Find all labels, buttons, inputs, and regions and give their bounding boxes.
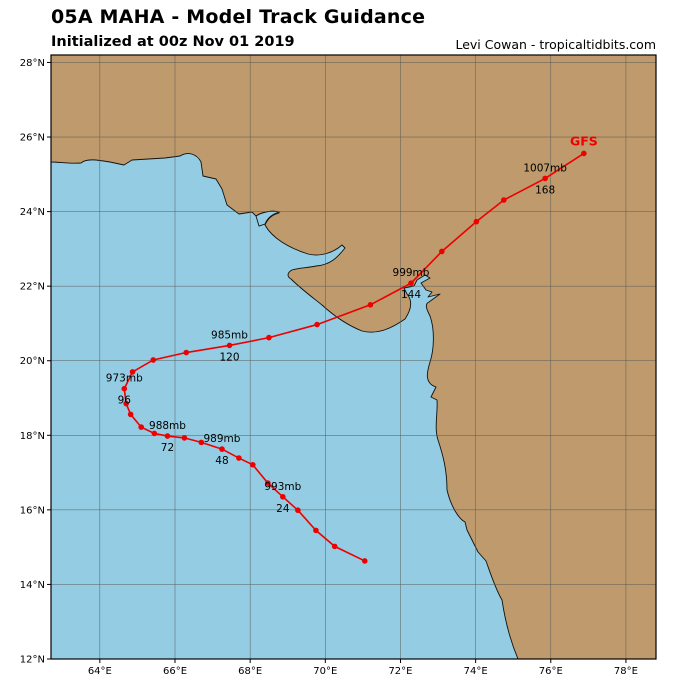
init-time: Initialized at 00z Nov 01 2019 bbox=[51, 34, 295, 50]
lat-tick-label: 24°N bbox=[20, 207, 45, 218]
track-point bbox=[367, 302, 374, 308]
forecast-hour-label: 96 bbox=[118, 395, 132, 407]
gfs-track bbox=[121, 150, 587, 564]
pressure-label: 1007mb bbox=[523, 162, 567, 174]
track-point bbox=[265, 480, 271, 486]
track-point bbox=[123, 400, 129, 407]
lat-tick-label: 26°N bbox=[20, 133, 45, 144]
pressure-label: 999mb bbox=[393, 267, 430, 279]
map-frame bbox=[50, 54, 657, 660]
lat-lon-grid bbox=[51, 55, 656, 660]
lat-tick-label: 14°N bbox=[20, 580, 45, 591]
track-point bbox=[331, 543, 338, 550]
track-point bbox=[266, 334, 272, 341]
forecast-hour-label: 24 bbox=[276, 503, 290, 515]
lon-tick-label: 74°E bbox=[464, 666, 488, 677]
pressure-label: 988mb bbox=[149, 420, 186, 432]
axis-ticks: 64°E 66°E 68°E 70°E 72°E 74°E 76°E 78°E 12°N 14°N… bbox=[20, 58, 638, 677]
lon-tick-label: 72°E bbox=[388, 666, 412, 677]
model-name-label: GFS bbox=[570, 133, 598, 148]
lon-tick-label: 78°E bbox=[614, 666, 638, 677]
track-point bbox=[138, 424, 144, 430]
forecast-hour-label: 168 bbox=[535, 184, 555, 196]
track-point bbox=[183, 349, 190, 356]
track-point bbox=[127, 411, 134, 418]
track-point bbox=[226, 342, 233, 349]
track-point bbox=[473, 218, 480, 225]
pressure-label: 985mb bbox=[211, 329, 248, 341]
track-line bbox=[123, 152, 585, 562]
track-point bbox=[280, 494, 286, 500]
track-point bbox=[581, 150, 587, 157]
track-point bbox=[150, 357, 157, 363]
lat-tick-label: 12°N bbox=[20, 655, 45, 666]
track-point bbox=[219, 446, 225, 452]
track-point bbox=[129, 369, 136, 375]
track-point bbox=[313, 527, 319, 534]
lat-tick-label: 18°N bbox=[20, 431, 45, 442]
forecast-hour-label: 72 bbox=[161, 442, 174, 454]
track-point bbox=[121, 385, 128, 392]
forecast-hour-label: 48 bbox=[215, 455, 228, 467]
pressure-label: 973mb bbox=[106, 373, 143, 385]
track-point bbox=[164, 433, 171, 439]
lon-tick-label: 76°E bbox=[539, 666, 563, 677]
lon-tick-label: 64°E bbox=[88, 666, 112, 677]
track-point bbox=[151, 430, 158, 437]
track-point bbox=[249, 461, 256, 468]
track-point bbox=[542, 175, 548, 182]
track-point bbox=[198, 439, 205, 446]
lon-tick-label: 68°E bbox=[238, 666, 262, 677]
track-point bbox=[361, 558, 368, 564]
lon-tick-label: 66°E bbox=[163, 666, 187, 677]
forecast-hour-label: 120 bbox=[219, 351, 239, 363]
track-labels: 993mb 24 989mb 48 988mb 72 973mb 96 985mb 120 999m… bbox=[106, 133, 598, 514]
track-point bbox=[181, 435, 188, 441]
lat-tick-label: 28°N bbox=[20, 58, 45, 69]
lon-tick-label: 70°E bbox=[313, 666, 337, 677]
credit-text: Levi Cowan - tropicaltidbits.com bbox=[455, 37, 656, 52]
track-point bbox=[408, 280, 414, 286]
lat-tick-label: 20°N bbox=[20, 356, 45, 367]
lat-tick-label: 16°N bbox=[20, 505, 45, 516]
track-point bbox=[295, 507, 301, 514]
track-point bbox=[501, 197, 507, 203]
track-point bbox=[439, 248, 445, 255]
pressure-label: 989mb bbox=[204, 433, 241, 445]
pressure-label: 993mb bbox=[264, 481, 301, 493]
gulf-of-kutch bbox=[255, 210, 281, 227]
track-point bbox=[236, 455, 242, 461]
track-point bbox=[314, 321, 320, 328]
lat-tick-label: 22°N bbox=[20, 282, 45, 293]
map-title: 05A MAHA - Model Track Guidance bbox=[51, 6, 426, 28]
forecast-hour-label: 144 bbox=[401, 289, 421, 301]
